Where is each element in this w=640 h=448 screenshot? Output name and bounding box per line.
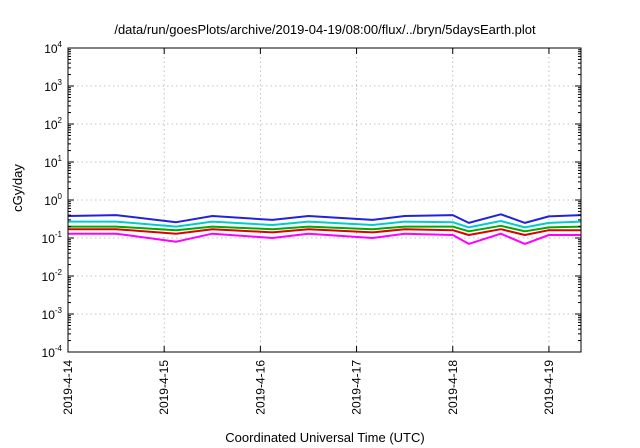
y-tick-label: 104 bbox=[44, 40, 62, 56]
series-line bbox=[68, 224, 582, 233]
series-line bbox=[68, 220, 582, 229]
series-lines bbox=[67, 213, 582, 245]
x-axis-label: Coordinated Universal Time (UTC) bbox=[225, 430, 424, 445]
x-tick-label: 2019-4-17 bbox=[350, 360, 364, 415]
x-tick-label: 2019-4-16 bbox=[253, 360, 267, 415]
axis-ticks: 10-4 10-3 10-2 10-1 100 101 102 103 104 2019-4-14… bbox=[42, 40, 581, 415]
y-tick-label: 103 bbox=[44, 78, 62, 94]
y-tick-label: 10-2 bbox=[42, 268, 63, 284]
x-tick-label: 2019-4-14 bbox=[61, 360, 75, 415]
y-tick-label: 10-4 bbox=[42, 344, 63, 360]
y-tick-label: 102 bbox=[44, 116, 62, 132]
chart-title: /data/run/goesPlots/archive/2019-04-19/0… bbox=[114, 22, 536, 37]
series-line bbox=[67, 213, 582, 224]
y-tick-label: 101 bbox=[44, 154, 62, 170]
y-tick-label: 10-3 bbox=[42, 306, 63, 322]
x-tick-label: 2019-4-15 bbox=[157, 360, 171, 415]
y-axis-label: cGy/day bbox=[10, 164, 25, 212]
x-tick-label: 2019-4-19 bbox=[542, 360, 556, 415]
y-tick-label: 10-1 bbox=[42, 230, 63, 246]
grid bbox=[68, 48, 581, 352]
x-tick-label: 2019-4-18 bbox=[446, 360, 460, 415]
series-line bbox=[68, 232, 581, 245]
series-line bbox=[68, 228, 581, 236]
y-tick-label: 100 bbox=[44, 192, 62, 208]
